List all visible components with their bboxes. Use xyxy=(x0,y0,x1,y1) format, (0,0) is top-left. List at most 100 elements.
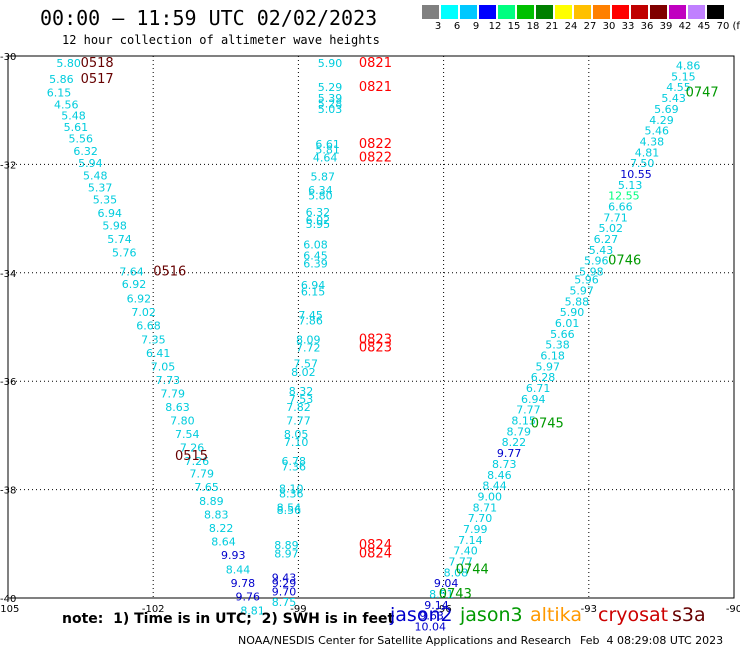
swh-value: 8.79 xyxy=(507,425,532,438)
swh-value: 7.77 xyxy=(448,555,473,568)
footer-note: note: 1) Time is in UTC; 2) SWH is in fe… xyxy=(62,611,395,627)
pass-time-label: 0824 xyxy=(359,538,392,553)
colorbar-label: 21 xyxy=(545,21,559,32)
swh-value: 8.32 xyxy=(289,385,314,398)
colorbar-label: 45 xyxy=(697,21,711,32)
swh-value: 5.61 xyxy=(64,121,89,134)
swh-value: 8.89 xyxy=(274,539,299,552)
swh-value: 5.98 xyxy=(579,266,604,279)
swh-value: 7.86 xyxy=(298,314,323,327)
swh-value: 7.35 xyxy=(141,333,166,346)
colorbar-label: 15 xyxy=(507,21,521,32)
pass-time-label: 0747 xyxy=(686,86,719,101)
colorbar-swatch xyxy=(669,5,686,19)
x-tick-label: -105 xyxy=(0,604,19,615)
x-tick-label: -96 xyxy=(435,604,451,615)
swh-value: 4.29 xyxy=(649,114,674,127)
pass-time-label: 0743 xyxy=(439,587,472,602)
colorbar-swatch xyxy=(479,5,496,19)
swh-value: 6.28 xyxy=(531,371,556,384)
swh-value: 9.63 xyxy=(419,610,444,623)
swh-value: 4.38 xyxy=(640,135,665,148)
swh-value: 7.14 xyxy=(458,534,483,547)
swh-value: 5.94 xyxy=(78,157,103,170)
satellite-jason2: jason2 xyxy=(390,604,453,626)
map-subtitle: 12 hour collection of altimeter wave hei… xyxy=(62,33,380,47)
swh-value: 7.82 xyxy=(286,401,311,414)
swh-value: 6.94 xyxy=(521,393,546,406)
swh-value: 5.81 xyxy=(315,144,340,157)
swh-value: 5.74 xyxy=(107,233,132,246)
y-tick-label: -36 xyxy=(0,377,16,388)
swh-value: 8.63 xyxy=(165,401,190,414)
swh-value: 8.15 xyxy=(511,415,536,428)
swh-value: 10.55 xyxy=(620,168,652,181)
swh-value: 6.45 xyxy=(303,249,328,262)
colorbar-swatch xyxy=(555,5,572,19)
swh-value: 9.78 xyxy=(231,577,256,590)
swh-value: 5.56 xyxy=(69,133,94,146)
colorbar-swatch xyxy=(593,5,610,19)
colorbar-swatch xyxy=(574,5,591,19)
swh-value: 5.90 xyxy=(318,57,343,70)
swh-value: 5.43 xyxy=(589,244,614,257)
swh-value: 5.97 xyxy=(569,284,594,297)
colorbar-swatch xyxy=(498,5,515,19)
swh-value: 5.96 xyxy=(574,274,599,287)
swh-value: 5.39 xyxy=(318,92,343,105)
pass-time-label: 0824 xyxy=(359,546,392,561)
swh-value: 7.10 xyxy=(284,436,309,449)
swh-value: 6.34 xyxy=(308,184,333,197)
swh-value: 7.40 xyxy=(453,545,478,558)
swh-value: 8.02 xyxy=(291,366,316,379)
colorbar-swatch xyxy=(688,5,705,19)
pass-time-label: 0518 xyxy=(81,56,114,71)
swh-value: 7.79 xyxy=(160,387,185,400)
swh-value: 6.94 xyxy=(98,207,123,220)
swh-value: 5.46 xyxy=(644,125,669,138)
pass-time-label: 0822 xyxy=(359,151,392,166)
swh-value: 7.57 xyxy=(294,358,319,371)
colorbar-swatch xyxy=(536,5,553,19)
swh-value: 7.05 xyxy=(151,360,176,373)
colorbar-label: 6 xyxy=(453,21,461,32)
swh-value: 5.98 xyxy=(102,219,127,232)
colorbar-swatch xyxy=(422,5,439,19)
colorbar-swatch xyxy=(460,5,477,19)
swh-value: 7.77 xyxy=(516,404,541,417)
pass-time-label: 0823 xyxy=(359,332,392,347)
swh-value: 6.15 xyxy=(301,286,326,299)
swh-value: 8.64 xyxy=(211,535,236,548)
swh-value: 7.53 xyxy=(289,393,314,406)
map-title: 00:00 — 11:59 UTC 02/02/2023 xyxy=(40,6,378,30)
swh-value: 6.18 xyxy=(540,350,565,363)
x-tick-label: -102 xyxy=(142,604,165,615)
colorbar-swatch xyxy=(631,5,648,19)
swh-value: 5.02 xyxy=(598,222,623,235)
swh-value: 8.81 xyxy=(240,604,265,617)
pass-time-label: 0516 xyxy=(153,265,186,280)
swh-value: 4.86 xyxy=(676,60,701,73)
swh-value: 6.08 xyxy=(303,238,328,251)
satellite-jason3: jason3 xyxy=(460,604,523,626)
swh-value: 5.48 xyxy=(83,170,108,183)
generation-timestamp: Feb 4 08:29:08 UTC 2023 xyxy=(580,634,724,647)
swh-value: 7.26 xyxy=(180,442,205,455)
swh-value: 8.10 xyxy=(279,482,304,495)
swh-value: 5.43 xyxy=(661,92,686,105)
y-tick-label: -30 xyxy=(0,52,16,63)
swh-value: 8.56 xyxy=(277,504,302,517)
y-tick-label: -32 xyxy=(0,160,16,171)
swh-value: 9.76 xyxy=(235,591,259,604)
x-tick-label: -90 xyxy=(726,604,740,615)
swh-value: 7.80 xyxy=(170,415,195,428)
swh-value: 7.79 xyxy=(190,468,215,481)
swh-value: 5.03 xyxy=(318,103,343,116)
swh-value: 5.37 xyxy=(88,182,113,195)
swh-value: 7.65 xyxy=(194,481,219,494)
colorbar-label: 30 xyxy=(602,21,616,32)
swh-value: 5.76 xyxy=(112,247,137,260)
y-tick-label: -40 xyxy=(0,594,16,605)
swh-value: 6.92 xyxy=(127,293,152,306)
swh-value: 7.72 xyxy=(296,341,321,354)
